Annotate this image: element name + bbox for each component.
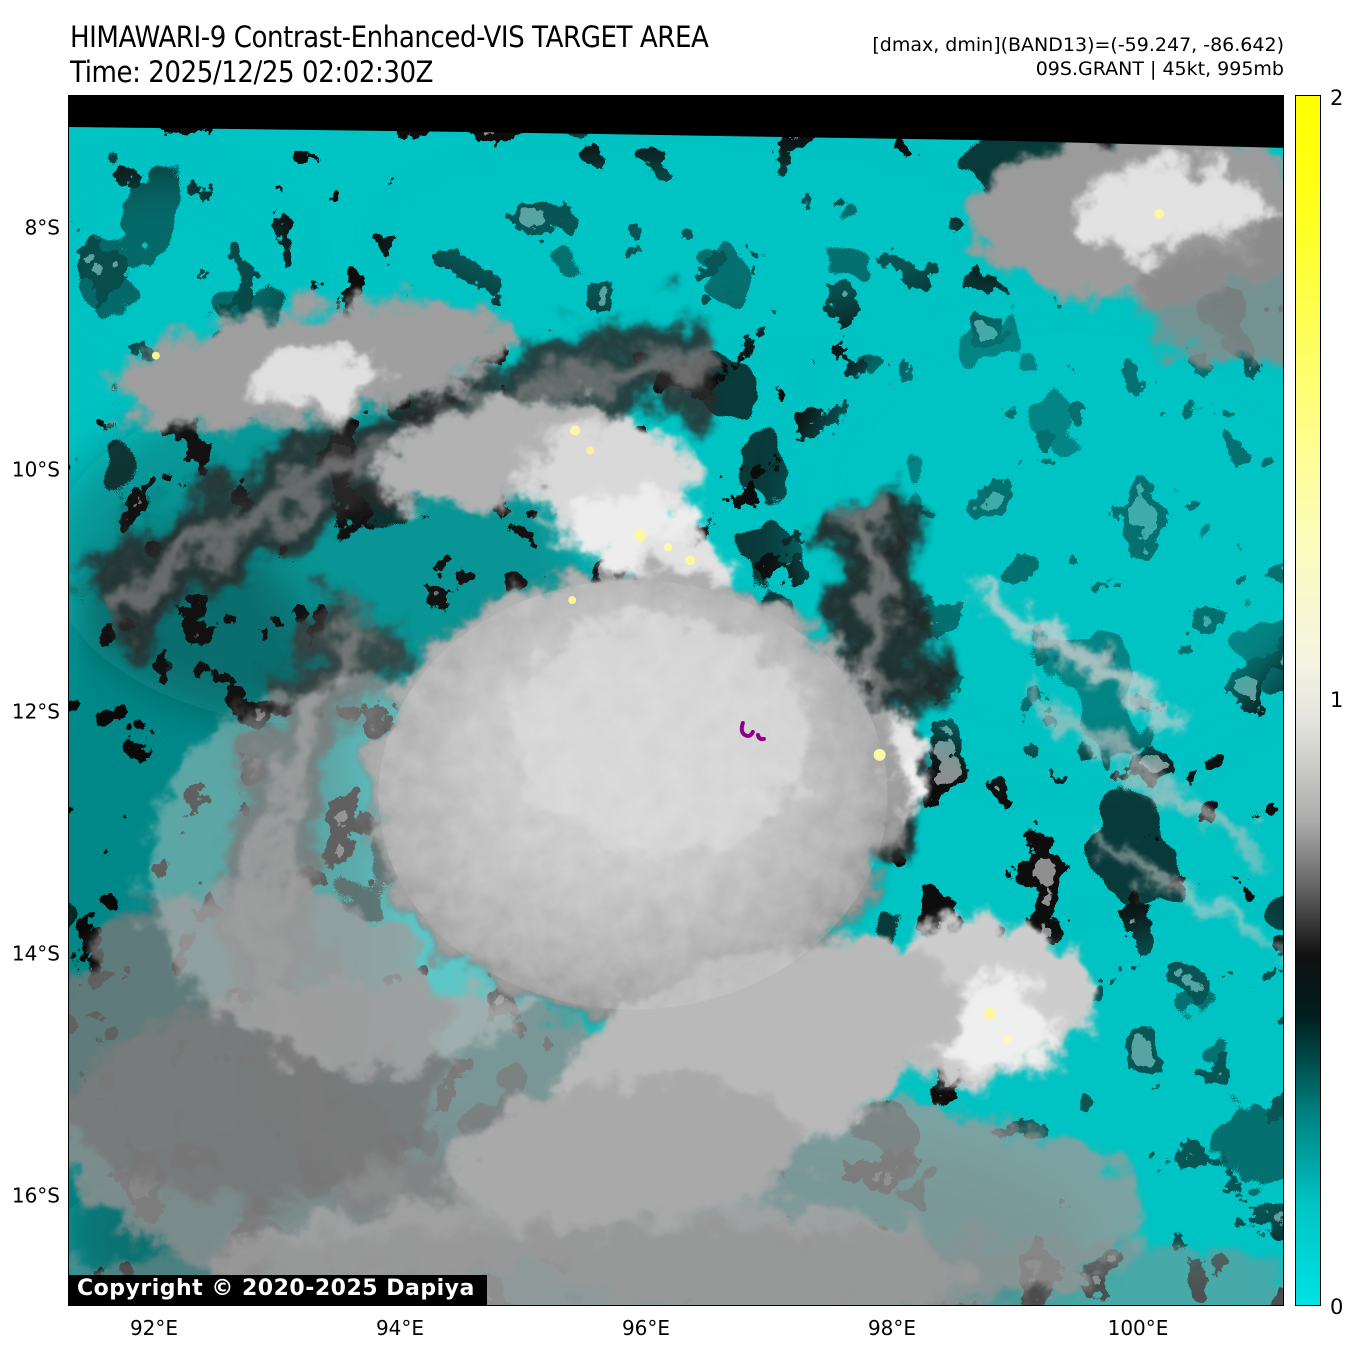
timestamp: Time: 2025/12/25 02:02:30Z [70, 55, 434, 89]
band-stats: [dmax, dmin](BAND13)=(-59.247, -86.642) [872, 34, 1284, 56]
colorbar-tick-label: 0 [1330, 1295, 1344, 1319]
cold-top-yellow-spots [151, 208, 1165, 1044]
lon-tick-label: 96°E [621, 1316, 671, 1340]
cyclone-cloud-mass [143, 568, 965, 1228]
lat-tick-label: 8°S [24, 215, 60, 240]
center-marker-glyph [739, 720, 766, 742]
colorbar-tick-label: 2 [1330, 86, 1344, 110]
copyright-label: Copyright © 2020-2025 Dapiya [69, 1275, 487, 1305]
storm-info: 09S.GRANT | 45kt, 995mb [1035, 58, 1284, 80]
lon-tick-label: 94°E [375, 1316, 425, 1340]
colorbar [1295, 95, 1321, 1306]
colorbar-tick-label: 1 [1330, 688, 1344, 712]
no-data-band [69, 96, 1283, 148]
satellite-image: Copyright © 2020-2025 Dapiya [68, 95, 1284, 1306]
storm-center-marker [739, 720, 766, 742]
satellite-scene [69, 96, 1283, 1305]
lat-tick-label: 12°S [11, 699, 60, 724]
page-title: HIMAWARI-9 Contrast-Enhanced-VIS TARGET … [70, 20, 709, 54]
lat-tick-label: 16°S [11, 1183, 60, 1208]
cloud-grain-texture [378, 580, 888, 1010]
header-right: [dmax, dmin](BAND13)=(-59.247, -86.642) … [872, 33, 1284, 81]
lat-tick-label: 14°S [11, 941, 60, 966]
lat-tick-label: 10°S [11, 457, 60, 482]
header-left: HIMAWARI-9 Contrast-Enhanced-VIS TARGET … [70, 20, 709, 90]
lon-tick-label: 100°E [1107, 1316, 1169, 1340]
lon-tick-label: 98°E [867, 1316, 917, 1340]
lon-tick-label: 92°E [129, 1316, 179, 1340]
